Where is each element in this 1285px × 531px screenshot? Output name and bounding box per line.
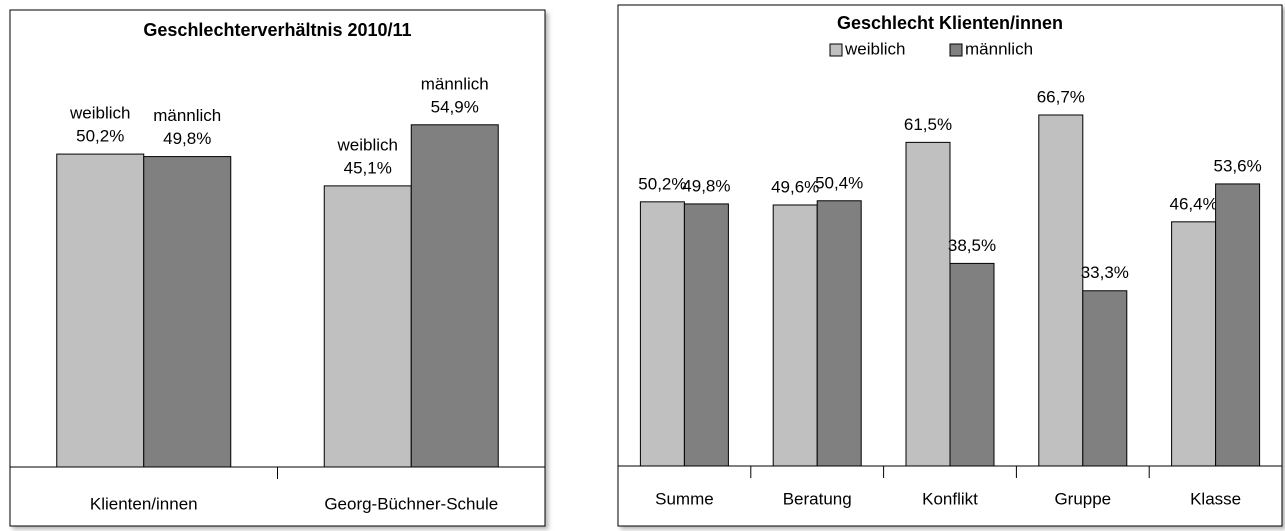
bar (905, 141, 951, 467)
data-label: 54,9% (431, 97, 479, 116)
x-tick-label: Beratung (783, 489, 852, 508)
data-label-name: männlich (421, 74, 489, 93)
data-label-name: weiblich (337, 135, 398, 154)
data-label: 49,8% (682, 176, 730, 195)
bar (772, 204, 818, 467)
bar (56, 153, 145, 468)
data-label: 46,4% (1169, 194, 1217, 213)
chart-title: Geschlechterverhältnis 2010/11 (143, 20, 411, 40)
bar (323, 185, 412, 468)
bar (1171, 221, 1217, 467)
bar (1038, 114, 1084, 467)
bar (816, 200, 862, 467)
bar (639, 201, 685, 467)
data-label: 50,2% (76, 127, 124, 146)
data-label: 53,6% (1213, 156, 1261, 175)
bar (949, 262, 995, 467)
x-tick-label: Summe (655, 489, 714, 508)
x-tick-label: Klienten/innen (90, 494, 198, 513)
chart-title: Geschlecht Klienten/innen (837, 13, 1063, 33)
x-tick-label: Georg-Büchner-Schule (324, 494, 498, 513)
data-label: 61,5% (904, 115, 952, 134)
legend-label: männlich (965, 39, 1033, 58)
data-label: 49,8% (163, 129, 211, 148)
bar (143, 156, 232, 468)
bar (410, 124, 499, 468)
data-label-name: männlich (153, 106, 221, 125)
x-tick-label: Gruppe (1054, 489, 1111, 508)
data-label: 38,5% (948, 236, 996, 255)
bar (1082, 290, 1128, 467)
legend-swatch (949, 43, 963, 57)
x-tick-label: Klasse (1190, 489, 1241, 508)
data-label-name: weiblich (69, 104, 130, 123)
data-label: 66,7% (1037, 87, 1085, 106)
data-label: 50,4% (815, 173, 863, 192)
data-label: 45,1% (344, 158, 392, 177)
bar (1215, 183, 1261, 467)
data-label: 33,3% (1081, 263, 1129, 282)
legend-swatch (829, 43, 843, 57)
bar (683, 203, 729, 467)
x-tick-label: Konflikt (922, 489, 978, 508)
legend-label: weiblich (844, 39, 905, 58)
data-label: 50,2% (638, 174, 686, 193)
data-label: 49,6% (771, 177, 819, 196)
